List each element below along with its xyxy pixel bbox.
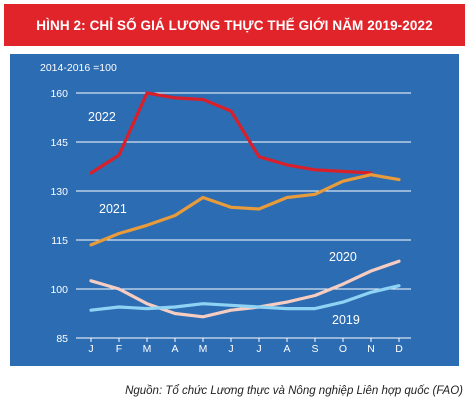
series-line-2020 [89, 259, 401, 319]
x-tick-label: J [88, 343, 93, 355]
series-label-2019: 2019 [332, 313, 360, 327]
x-tick-label: N [367, 343, 375, 355]
y-tick-label: 100 [50, 284, 68, 296]
series-line-2021 [89, 173, 401, 247]
x-tick-label: S [311, 343, 318, 355]
series-label-2022: 2022 [88, 110, 116, 124]
series-line-2019 [89, 284, 401, 312]
y-tick-label: 85 [56, 333, 68, 345]
y-tick-label: 130 [50, 186, 68, 198]
y-tick-label: 145 [50, 137, 68, 149]
x-tick-label: D [395, 343, 403, 355]
series-label-2020: 2020 [329, 250, 357, 264]
line-chart: 2014-2016 =100 85 100 115 130 145 160 J F M A M J J A S… [10, 54, 459, 366]
series-line-2022 [89, 91, 373, 175]
series-label-2021: 2021 [99, 202, 127, 216]
x-tick-label: M [199, 343, 208, 355]
base-index-label: 2014-2016 =100 [40, 62, 117, 74]
plot-background [10, 54, 459, 366]
y-tick-label: 160 [50, 88, 68, 100]
y-tick-label: 115 [51, 235, 68, 247]
x-tick-label: A [171, 343, 178, 355]
source-note: Nguồn: Tổ chức Lương thực và Nông nghiệp… [125, 385, 463, 397]
chart-frame: 2014-2016 =100 85 100 115 130 145 160 J F M A M J J A S… [4, 46, 465, 374]
x-tick-label: J [256, 343, 261, 355]
x-tick-label: A [283, 343, 290, 355]
x-tick-label: O [339, 343, 347, 355]
x-tick-label: J [228, 343, 233, 355]
figure-title: HÌNH 2: CHỈ SỐ GIÁ LƯƠNG THỰC THẾ GIỚI N… [4, 4, 465, 46]
x-tick-label: M [143, 343, 152, 355]
x-tick-label: F [116, 343, 122, 355]
